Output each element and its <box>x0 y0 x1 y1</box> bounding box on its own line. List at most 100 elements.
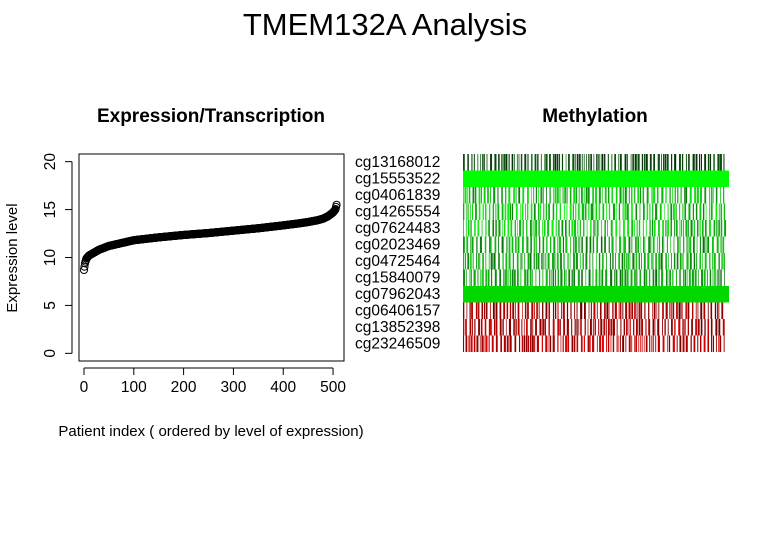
heatmap-cell <box>492 302 495 319</box>
heatmap-cell <box>489 302 491 319</box>
heatmap-cell <box>470 253 472 270</box>
heatmap-cell <box>690 220 693 237</box>
heatmap-cell <box>632 319 635 336</box>
heatmap-cell <box>676 302 678 319</box>
heatmap-cell <box>581 154 583 171</box>
heatmap-cell <box>536 302 538 319</box>
heatmap-cell <box>712 269 714 286</box>
heatmap-cell <box>512 302 515 319</box>
heatmap-cell <box>700 154 702 171</box>
heatmap-cell <box>529 269 532 286</box>
heatmap-cell <box>550 269 552 286</box>
heatmap-cell <box>682 269 685 286</box>
heatmap-cell <box>709 203 710 220</box>
heatmap-row-cg04061839 <box>463 187 725 204</box>
heatmap-cell <box>503 302 506 319</box>
heatmap-cell <box>704 154 707 171</box>
heatmap-cell <box>601 269 604 286</box>
heatmap-cell <box>481 220 483 237</box>
heatmap-cell <box>483 302 486 319</box>
heatmap-cell <box>675 220 678 237</box>
heatmap-cell <box>685 335 688 352</box>
heatmap-cell <box>721 302 724 319</box>
heatmap-cell <box>529 220 532 237</box>
heatmap-cell <box>689 253 692 270</box>
heatmap-cell <box>527 302 529 319</box>
heatmap-cell <box>578 154 581 171</box>
heatmap-cell <box>716 236 719 253</box>
heatmap-cell <box>477 220 480 237</box>
heatmap-cell <box>480 187 483 204</box>
heatmap-cell <box>699 236 701 253</box>
heatmap-cell <box>592 335 595 352</box>
heatmap-cell <box>664 203 665 220</box>
heatmap-cell <box>695 154 698 171</box>
heatmap-cell <box>532 269 533 286</box>
heatmap-cell <box>656 302 658 319</box>
heatmap-cell <box>504 220 506 237</box>
heatmap-cell <box>463 187 464 204</box>
heatmap-cell <box>493 187 496 204</box>
heatmap-cell <box>599 335 602 352</box>
heatmap-cell <box>697 319 700 336</box>
heatmap-cell <box>475 203 477 220</box>
heatmap-cell <box>478 203 481 220</box>
heatmap-cell <box>607 154 609 171</box>
heatmap-cell <box>617 335 619 352</box>
heatmap-cell <box>653 154 655 171</box>
heatmap-cell <box>591 203 593 220</box>
heatmap-cell <box>723 335 725 352</box>
heatmap-cell <box>690 335 692 352</box>
heatmap-cell <box>542 302 544 319</box>
heatmap-cell <box>601 220 603 237</box>
heatmap-cell <box>476 335 479 352</box>
heatmap-cell <box>624 253 626 270</box>
heatmap-cell <box>552 269 554 286</box>
heatmap-cell <box>685 154 687 171</box>
heatmap-cell <box>551 220 554 237</box>
heatmap-cell <box>518 335 521 352</box>
heatmap-cell <box>569 187 572 204</box>
heatmap-cell <box>598 203 601 220</box>
heatmap-cell <box>622 203 624 220</box>
heatmap-cell <box>522 302 523 319</box>
heatmap-cell <box>582 253 584 270</box>
heatmap-cell <box>535 253 538 270</box>
heatmap-cell <box>502 253 504 270</box>
heatmap-cell <box>515 187 517 204</box>
y-axis: 0 5 10 15 20 <box>42 153 73 358</box>
heatmap-cell <box>713 154 715 171</box>
heatmap-cell <box>537 154 539 171</box>
heatmap-cell <box>634 154 637 171</box>
heatmap-cell <box>619 335 621 352</box>
heatmap-cell <box>638 220 641 237</box>
heatmap-cell <box>664 154 667 171</box>
heatmap-cell <box>670 220 672 237</box>
heatmap-cell <box>556 203 558 220</box>
heatmap-cell <box>628 236 631 253</box>
heatmap-cell <box>685 187 688 204</box>
heatmap-cell <box>532 319 534 336</box>
heatmap-cell <box>684 187 685 204</box>
heatmap-cell <box>505 253 508 270</box>
heatmap-cell <box>580 187 583 204</box>
heatmap-cell <box>697 220 699 237</box>
heatmap-cell <box>562 302 565 319</box>
heatmap-cell <box>652 302 653 319</box>
heatmap-cell <box>576 319 578 336</box>
heatmap-cell <box>463 203 465 220</box>
heatmap-cell <box>463 154 465 171</box>
heatmap-cell <box>564 269 566 286</box>
heatmap-cell <box>588 154 590 171</box>
heatmap-cell <box>649 203 651 220</box>
heatmap-cell <box>642 220 644 237</box>
heatmap-cell <box>662 302 664 319</box>
heatmap-cell <box>718 302 720 319</box>
heatmap-cell <box>538 220 540 237</box>
heatmap-cell <box>508 253 511 270</box>
heatmap-cell <box>594 319 596 336</box>
heatmap-cell <box>472 319 474 336</box>
heatmap-cell <box>710 335 713 352</box>
heatmap-cell <box>584 319 586 336</box>
heatmap-cell <box>471 269 472 286</box>
